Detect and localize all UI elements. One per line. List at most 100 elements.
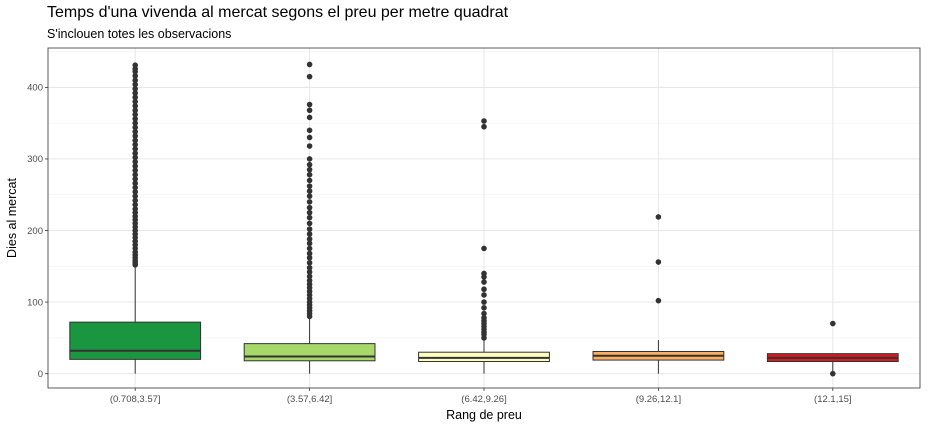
outlier-point <box>306 199 313 205</box>
outlier-point <box>481 310 487 317</box>
outlier-point <box>655 259 662 265</box>
y-tick-label: 100 <box>27 297 43 308</box>
y-tick-label: 200 <box>27 226 43 237</box>
outlier-point <box>132 62 138 68</box>
outlier-point <box>306 226 313 232</box>
box-group <box>418 118 550 374</box>
outlier-point <box>481 286 487 293</box>
outlier-point <box>306 127 313 134</box>
outlier-point <box>132 94 138 101</box>
outlier-point <box>132 116 138 122</box>
box <box>418 351 550 363</box>
outlier-point <box>306 188 313 194</box>
x-tick-label: (6.42,9.26] <box>461 394 506 405</box>
outlier-point <box>132 98 138 105</box>
outlier-point <box>306 277 313 284</box>
chart-subtitle: S'inclouen totes les observacions <box>47 27 232 41</box>
outlier-point <box>306 269 313 275</box>
outlier-point <box>306 204 313 211</box>
y-tick-label: 400 <box>27 83 43 94</box>
outlier-point <box>132 189 138 195</box>
outlier-point <box>306 214 313 221</box>
outlier-point <box>481 245 487 252</box>
outlier-point <box>306 183 313 189</box>
outlier-point <box>306 209 313 216</box>
outlier-point <box>132 206 138 212</box>
outlier-point <box>132 154 138 161</box>
outlier-point <box>132 86 138 92</box>
outlier-point <box>306 161 313 168</box>
outlier-point <box>306 254 313 261</box>
outlier-point <box>481 279 487 285</box>
box-group <box>243 61 376 374</box>
outlier-point <box>655 214 662 220</box>
outlier-point <box>132 176 138 182</box>
outlier-point <box>306 231 313 237</box>
outlier-point <box>306 114 313 121</box>
outlier-point <box>830 370 836 377</box>
outlier-point <box>306 156 313 162</box>
outlier-point <box>306 273 313 280</box>
outlier-point <box>132 103 138 109</box>
outlier-point <box>132 81 138 88</box>
x-axis: (0.708,3.57] (3.57,6.42] (6.42,9.26] (9.26,… <box>110 388 852 405</box>
outlier-point <box>132 137 138 144</box>
outlier-point <box>306 220 313 227</box>
outlier-point <box>481 315 487 321</box>
outlier-point <box>481 123 487 130</box>
x-axis-title: Rang de preu <box>446 408 522 422</box>
outlier-point <box>132 150 138 157</box>
outlier-point <box>306 177 313 184</box>
outlier-point <box>306 259 313 266</box>
outlier-point <box>132 184 138 191</box>
outlier-point <box>481 118 487 124</box>
outlier-point <box>132 77 138 84</box>
outlier-point <box>306 245 313 252</box>
outlier-point <box>306 134 313 141</box>
outlier-point <box>132 141 138 148</box>
outlier-point <box>132 193 138 199</box>
x-tick-label: (9.26,12.1] <box>636 394 681 405</box>
outlier-point <box>132 128 138 135</box>
boxplot-series <box>69 61 899 377</box>
chart-title: Temps d'una vivenda al mercat segons el … <box>47 4 509 21</box>
x-tick-label: (3.57,6.42] <box>287 394 332 405</box>
outlier-point <box>481 305 487 311</box>
outlier-point <box>132 120 138 126</box>
outlier-point <box>132 201 138 208</box>
outlier-point <box>306 171 313 178</box>
y-axis: 0 100 200 300 400 <box>27 83 48 380</box>
outlier-point <box>830 320 836 327</box>
outlier-point <box>306 193 313 199</box>
box-group <box>69 62 202 374</box>
outlier-point <box>132 73 138 79</box>
y-axis-title: Dies al mercat <box>5 178 19 258</box>
outlier-point <box>306 250 313 257</box>
outlier-point <box>306 143 313 149</box>
outlier-point <box>132 197 138 204</box>
y-tick-label: 300 <box>27 154 43 165</box>
outlier-point <box>481 270 487 277</box>
outlier-point <box>306 107 313 114</box>
outlier-point <box>306 101 313 108</box>
outlier-point <box>132 159 138 165</box>
outlier-point <box>655 297 662 304</box>
outlier-point <box>306 240 313 247</box>
outlier-point <box>132 146 138 152</box>
outlier-point <box>132 163 138 169</box>
box-group <box>766 320 899 377</box>
outlier-point <box>132 124 138 131</box>
outlier-point <box>132 111 138 118</box>
outlier-point <box>306 73 313 80</box>
outlier-point <box>306 61 313 68</box>
outlier-point <box>306 264 313 271</box>
outlier-point <box>306 166 313 173</box>
outlier-point <box>132 90 138 96</box>
box <box>243 343 376 362</box>
outlier-point <box>132 171 138 178</box>
outlier-point <box>481 292 487 298</box>
box <box>69 321 202 360</box>
outlier-point <box>132 180 138 187</box>
outlier-point <box>132 167 138 174</box>
